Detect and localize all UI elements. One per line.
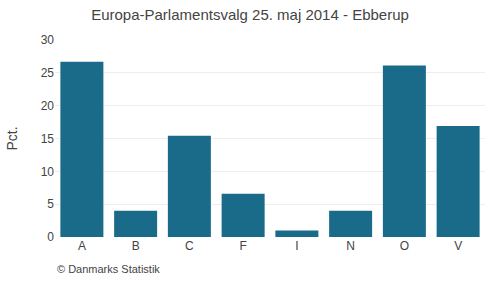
svg-text:Pct.: Pct.	[4, 126, 20, 150]
svg-text:F: F	[239, 239, 246, 253]
svg-text:10: 10	[41, 165, 55, 179]
svg-text:I: I	[295, 239, 298, 253]
svg-text:5: 5	[47, 197, 54, 211]
svg-text:O: O	[400, 239, 409, 253]
svg-text:V: V	[454, 239, 462, 253]
svg-text:20: 20	[41, 99, 55, 113]
svg-text:C: C	[185, 239, 194, 253]
svg-text:A: A	[78, 239, 86, 253]
svg-text:N: N	[346, 239, 355, 253]
svg-text:25: 25	[41, 66, 55, 80]
svg-text:© Danmarks Statistik: © Danmarks Statistik	[57, 263, 160, 275]
svg-text:30: 30	[41, 33, 55, 47]
svg-text:15: 15	[41, 132, 55, 146]
svg-text:0: 0	[47, 230, 54, 244]
svg-text:Europa-Parlamentsvalg 25. maj: Europa-Parlamentsvalg 25. maj 2014 - Ebb…	[91, 6, 409, 23]
svg-text:B: B	[132, 239, 140, 253]
